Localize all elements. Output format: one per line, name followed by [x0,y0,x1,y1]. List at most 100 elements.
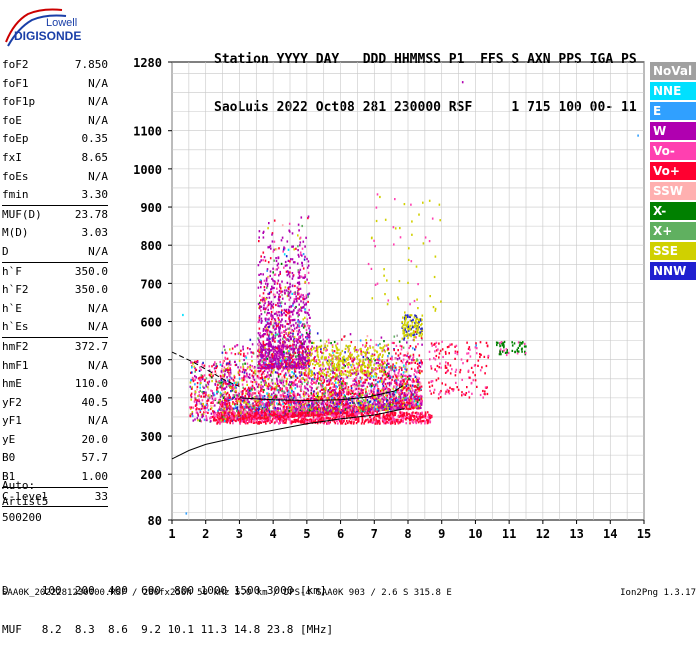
echo-point [411,380,413,382]
echo-point [362,394,364,396]
echo-point [236,394,238,396]
echo-point [420,359,422,361]
echo-point [325,409,327,411]
echo-point [392,414,394,416]
echo-point [272,414,274,416]
echo-point [397,379,399,381]
echo-point [318,404,320,406]
echo-point [415,389,417,391]
echo-point [277,372,279,374]
echo-point [403,371,405,373]
echo-point [386,400,388,402]
echo-point [348,366,350,368]
echo-point [421,344,423,346]
echo-point [283,395,285,397]
echo-point [252,394,254,396]
echo-point [414,396,416,398]
echo-point [417,399,419,401]
echo-point [351,399,353,401]
echo-point [244,372,246,374]
echo-point [396,362,398,364]
echo-point [241,379,243,381]
echo-point [316,411,318,413]
echo-point [351,360,353,362]
echo-point [395,402,397,404]
echo-point [262,403,264,405]
echo-point [274,383,276,385]
echo-point [237,406,239,408]
echo-point [275,416,277,418]
echo-point [273,369,275,371]
echo-point [405,363,407,365]
echo-point [333,408,335,410]
echo-point [409,408,411,410]
echo-point [360,350,362,352]
echo-point [246,417,248,419]
echo-point [358,385,360,387]
echo-point [295,387,297,389]
echo-point [313,391,315,393]
echo-point [226,413,228,415]
echo-point [362,421,364,423]
echo-point [321,403,323,405]
echo-point [365,399,367,401]
echo-point [324,393,326,395]
echo-point [254,379,256,381]
echo-point [384,362,386,364]
echo-point [253,407,255,409]
echo-point [312,396,314,398]
echo-point [415,346,417,348]
echo-point [260,385,262,387]
echo-point [313,401,315,403]
echo-point [348,348,350,350]
echo-point [375,379,377,381]
echo-point [313,378,315,380]
echo-point [244,388,246,390]
echo-point [230,390,232,392]
echo-point [414,385,416,387]
echo-point [406,412,408,414]
echo-point [421,400,423,402]
echo-point [251,360,253,362]
echo-point [358,370,360,372]
echo-point [395,386,397,388]
echo-point [231,415,233,417]
echo-point [281,394,283,396]
echo-point [315,414,317,416]
echo-point [421,420,423,422]
echo-point [258,376,260,378]
echo-point [381,367,383,369]
echo-point [362,419,364,421]
echo-point [412,347,414,349]
echo-point [304,374,306,376]
echo-point [365,339,367,341]
echo-point [391,406,393,408]
echo-point [371,412,373,414]
echo-point [249,394,251,396]
echo-point [318,382,320,384]
echo-point [334,402,336,404]
echo-point [229,404,231,406]
echo-point [239,369,241,371]
echo-point [268,383,270,385]
echo-point [384,406,386,408]
echo-point [405,404,407,406]
echo-point [357,383,359,385]
echo-point [264,408,266,410]
echo-point [382,375,384,377]
echo-point [328,375,330,377]
echo-point [397,407,399,409]
echo-point [317,414,319,416]
echo-point [313,416,315,418]
echo-point [408,347,410,349]
echo-point [281,390,283,392]
echo-point [261,374,263,376]
echo-point [297,394,299,396]
echo-point [293,375,295,377]
echo-point [396,376,398,378]
echo-point [367,399,369,401]
echo-point [247,352,249,354]
echo-point [233,408,235,410]
echo-point [361,389,363,391]
echo-point [242,415,244,417]
